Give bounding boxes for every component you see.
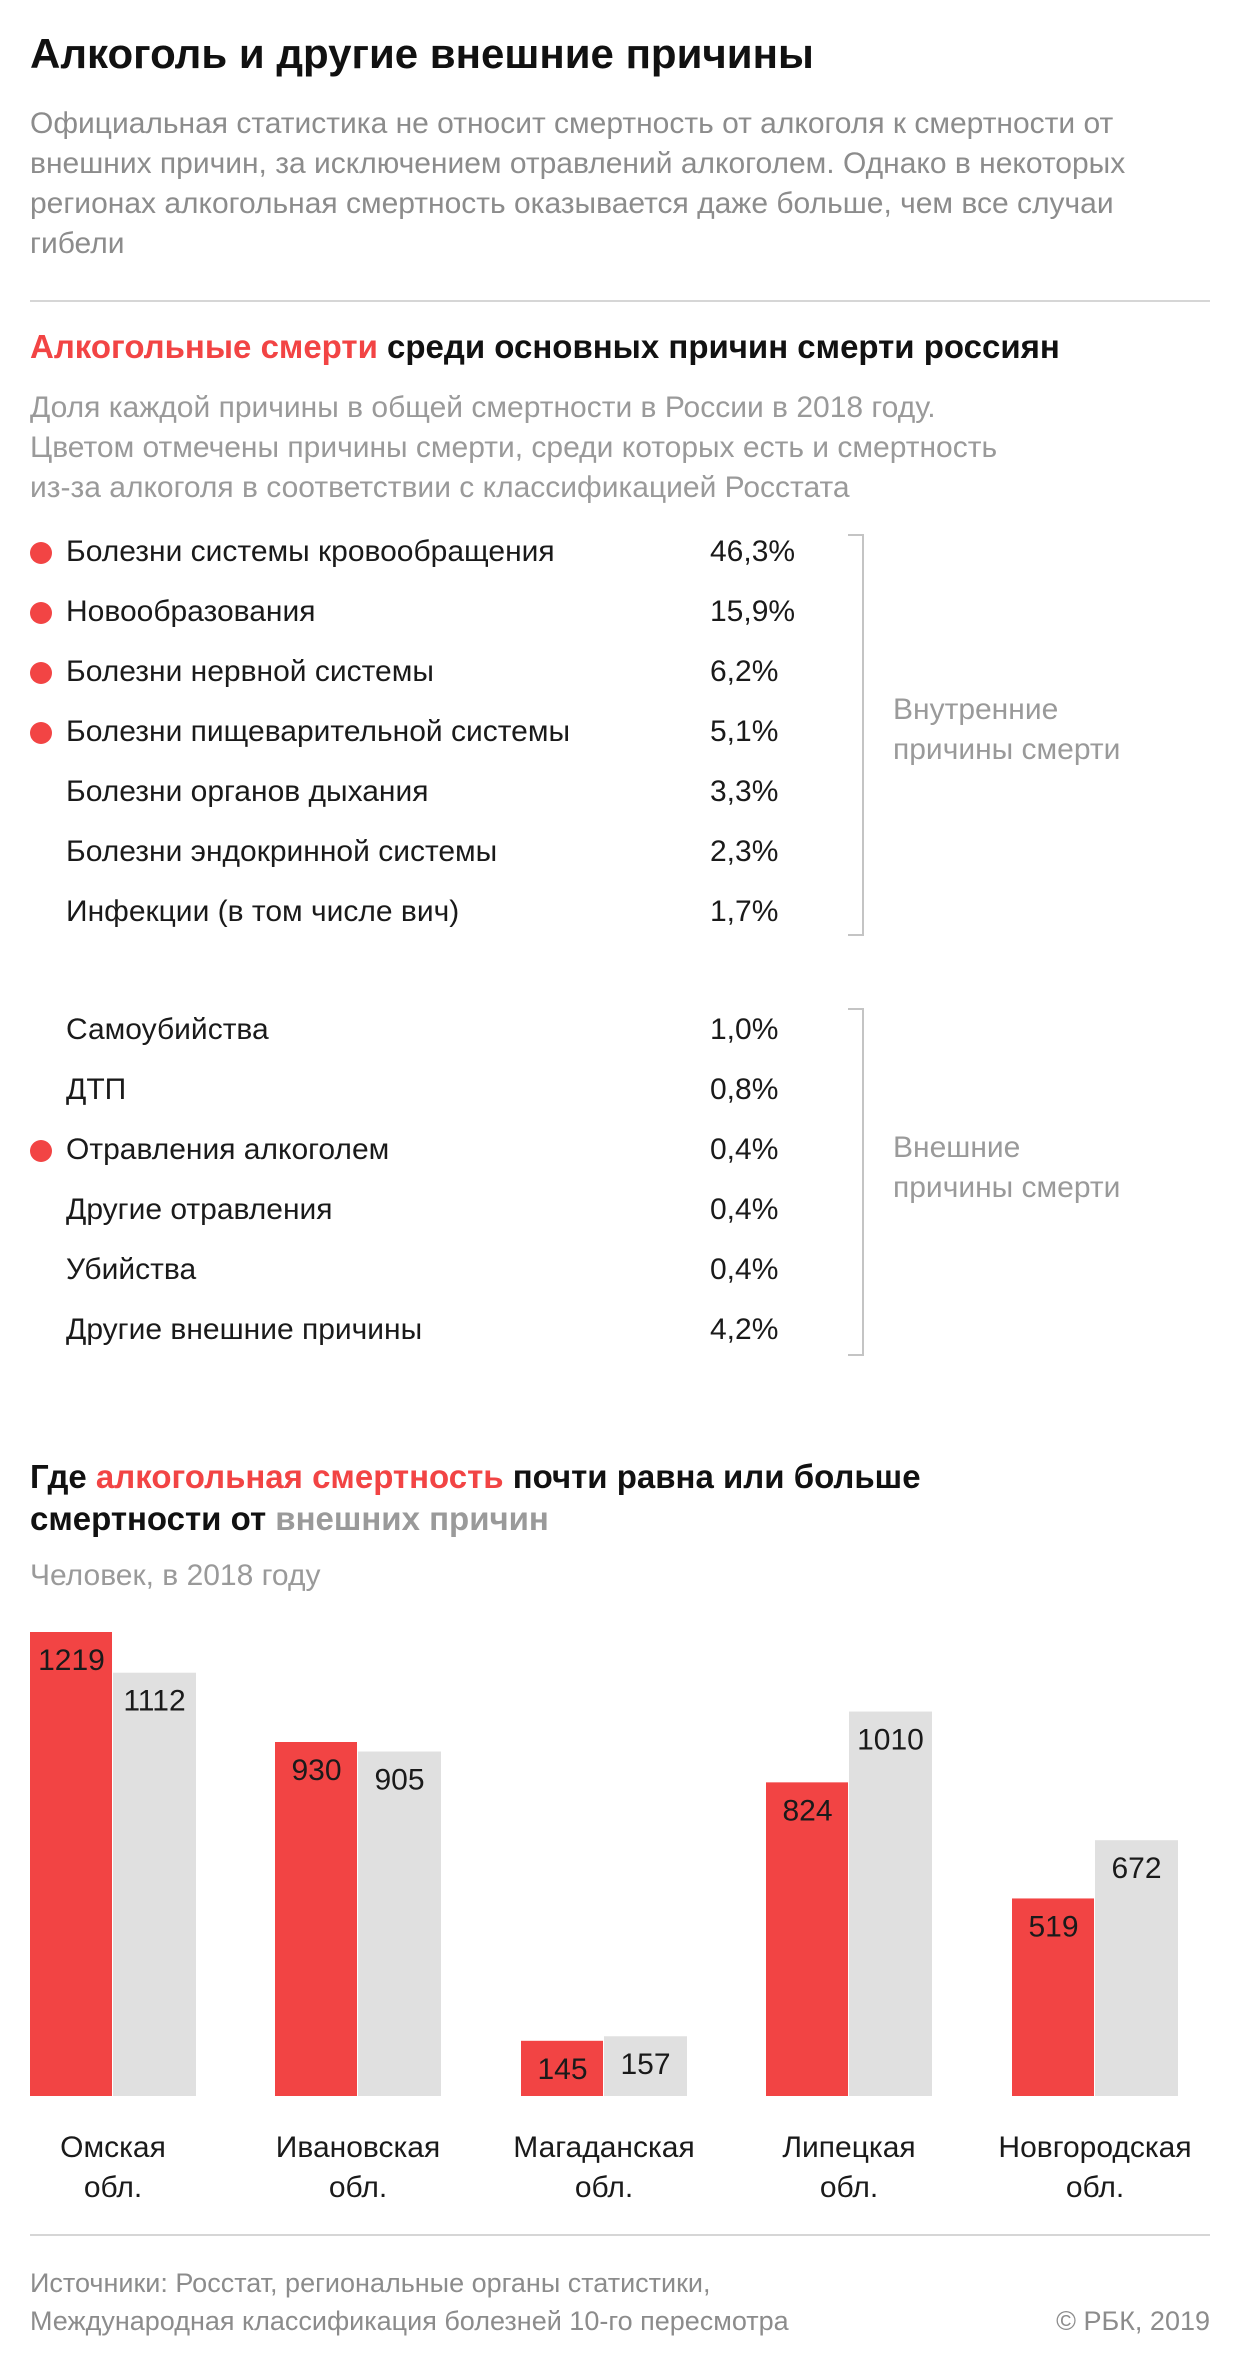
title-part: смертности от xyxy=(30,1500,276,1537)
internal-group-label: Внутренние причины смерти xyxy=(893,693,1121,766)
bar-alcohol xyxy=(1012,1898,1094,2096)
cause-value: 15,9% xyxy=(710,595,796,628)
divider xyxy=(30,2234,1210,2236)
bar-value-label: 824 xyxy=(782,1794,832,1827)
bar-alcohol xyxy=(521,2040,603,2096)
bar-chart: 1219 1112 930 905 145 157 824 1010 519 672 xyxy=(30,1632,1178,2096)
region-label: Ивановская обл. xyxy=(275,2131,441,2204)
cause-value: 1,7% xyxy=(710,895,779,928)
bar-value-label: 930 xyxy=(291,1754,341,1787)
alcohol-marker-dot xyxy=(30,542,52,564)
alcohol-marker-dot xyxy=(30,602,52,624)
sources: Источники: Росстат, региональные органы … xyxy=(30,2268,789,2336)
section-title-causes: Алкогольные смерти среди основных причин… xyxy=(30,326,1060,368)
cause-row: Самоубийства 1,0% xyxy=(0,1010,900,1050)
bar-value-label: 1010 xyxy=(857,1724,924,1757)
chart-subtitle: Человек, в 2018 году xyxy=(30,1559,321,1592)
cause-value: 1,0% xyxy=(710,1013,779,1046)
cause-row: Болезни пищеварительной системы 5,1% xyxy=(0,712,900,752)
region-label: Омская обл. xyxy=(60,2131,166,2204)
cause-value: 0,8% xyxy=(710,1073,779,1106)
cause-row: Болезни эндокринной системы 2,3% xyxy=(0,832,900,872)
cause-label: Новообразования xyxy=(66,595,316,628)
alcohol-marker-dot xyxy=(30,722,52,744)
bar-value-label: 519 xyxy=(1028,1910,1078,1943)
title-part: Где xyxy=(30,1458,96,1495)
cause-row: Другие отравления 0,4% xyxy=(0,1190,900,1230)
cause-value: 0,4% xyxy=(710,1133,779,1166)
bar-external xyxy=(849,1711,932,2096)
external-group-label: Внешние причины смерти xyxy=(893,1131,1121,1204)
bar-value-label: 1112 xyxy=(123,1685,185,1718)
cause-value: 6,2% xyxy=(710,655,779,688)
cause-label: Инфекции (в том числе вич) xyxy=(66,895,460,928)
cause-value: 3,3% xyxy=(710,775,779,808)
cause-label: Другие отравления xyxy=(66,1193,333,1226)
external-bracket xyxy=(848,1008,864,1356)
bar-alcohol xyxy=(30,1632,112,2096)
cause-value: 0,4% xyxy=(710,1193,779,1226)
divider xyxy=(30,300,1210,302)
bar-alcohol xyxy=(275,1742,357,2096)
bar-value-label: 672 xyxy=(1111,1852,1161,1885)
title-highlight: Алкогольные смерти xyxy=(30,328,378,365)
bar-value-label: 1219 xyxy=(38,1644,105,1677)
cause-row: Другие внешние причины 4,2% xyxy=(0,1310,900,1350)
cause-value: 2,3% xyxy=(710,835,779,868)
bar-alcohol xyxy=(766,1782,848,2096)
subtitle-line: из-за алкоголя в соответствии с классифи… xyxy=(30,471,850,504)
cause-label: Самоубийства xyxy=(66,1013,269,1046)
cause-label: Отравления алкоголем xyxy=(66,1133,390,1166)
cause-value: 46,3% xyxy=(710,535,796,568)
title-highlight-grey: внешних причин xyxy=(275,1500,549,1537)
region-label: Новгородская обл. xyxy=(998,2131,1192,2204)
cause-row: Убийства 0,4% xyxy=(0,1250,900,1290)
cause-label: Болезни эндокринной системы xyxy=(66,835,498,868)
internal-bracket xyxy=(848,534,864,936)
cause-row: ДТП 0,8% xyxy=(0,1070,900,1110)
cause-value: 4,2% xyxy=(710,1313,779,1346)
section-title-regions: Где алкогольная смертность почти равна и… xyxy=(30,1456,921,1540)
title-part: почти равна или больше xyxy=(503,1458,921,1495)
title-highlight-red: алкогольная смертность xyxy=(95,1458,504,1495)
cause-value: 0,4% xyxy=(710,1253,779,1286)
cause-row: Инфекции (в том числе вич) 1,7% xyxy=(0,892,900,932)
section-subtitle-causes: Доля каждой причины в общей смертности в… xyxy=(30,388,997,508)
bar-external xyxy=(1095,1840,1178,2096)
page-title: Алкоголь и другие внешние причины xyxy=(30,30,814,77)
cause-value: 5,1% xyxy=(710,715,779,748)
intro-text: Официальная статистика не относит смертн… xyxy=(30,107,1126,260)
bar-external xyxy=(604,2036,687,2096)
bar-value-label: 905 xyxy=(374,1764,424,1797)
cause-label: Болезни пищеварительной системы xyxy=(66,715,571,748)
cause-row: Отравления алкоголем 0,4% xyxy=(0,1130,900,1170)
subtitle-line: Цветом отмечены причины смерти, среди ко… xyxy=(30,431,998,464)
cause-row: Болезни нервной системы 6,2% xyxy=(0,652,900,692)
cause-label: Убийства xyxy=(66,1253,197,1286)
cause-row: Болезни системы кровообращения 46,3% xyxy=(0,532,900,572)
region-label: Магаданская обл. xyxy=(513,2131,695,2204)
cause-label: Болезни нервной системы xyxy=(66,655,434,688)
alcohol-marker-dot xyxy=(30,662,52,684)
title-rest: среди основных причин смерти россиян xyxy=(377,328,1060,365)
cause-label: Болезни системы кровообращения xyxy=(66,535,555,568)
cause-label: ДТП xyxy=(66,1073,127,1106)
bar-value-label: 145 xyxy=(537,2053,587,2086)
subtitle-line: Доля каждой причины в общей смертности в… xyxy=(30,391,936,424)
cause-label: Болезни органов дыхания xyxy=(66,775,429,808)
bar-external xyxy=(358,1751,441,2096)
bar-external xyxy=(113,1672,196,2096)
alcohol-marker-dot xyxy=(30,1140,52,1162)
cause-row: Болезни органов дыхания 3,3% xyxy=(0,772,900,812)
bar-value-label: 157 xyxy=(620,2048,670,2081)
region-label: Липецкая обл. xyxy=(782,2131,916,2204)
cause-row: Новообразования 15,9% xyxy=(0,592,900,632)
cause-label: Другие внешние причины xyxy=(66,1313,423,1346)
copyright: © РБК, 2019 xyxy=(1056,2306,1210,2336)
